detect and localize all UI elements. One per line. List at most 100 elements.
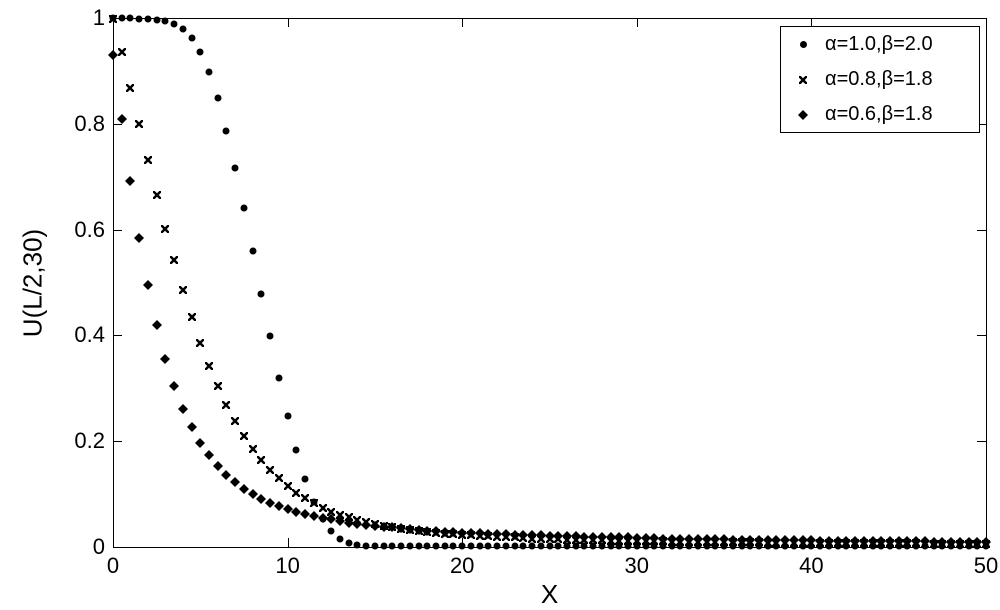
series-2-marker	[946, 537, 956, 547]
legend-marker-diamond-icon	[781, 110, 825, 120]
series-1-marker	[222, 401, 230, 409]
series-2-marker	[230, 477, 240, 487]
series-2-marker	[457, 528, 467, 538]
series-2-marker	[789, 535, 799, 545]
x-axis-label: X	[541, 579, 558, 610]
series-2-marker	[902, 536, 912, 546]
series-2-marker	[824, 536, 834, 546]
x-tick	[811, 538, 812, 547]
series-1-marker	[484, 532, 492, 540]
series-0-marker	[188, 35, 195, 42]
series-1-marker	[799, 539, 807, 547]
series-2-marker	[885, 536, 895, 546]
series-1-marker	[353, 516, 361, 524]
series-1-marker	[650, 537, 658, 545]
series-0-marker	[345, 540, 352, 547]
series-1-marker	[546, 535, 554, 543]
x-tick-label: 40	[799, 553, 823, 579]
series-2-marker	[291, 507, 301, 517]
series-0-marker	[232, 165, 239, 172]
series-0-marker	[197, 48, 204, 55]
series-0-marker	[267, 333, 274, 340]
series-1-marker	[624, 537, 632, 545]
legend-label: α=0.6,β=1.8	[825, 103, 933, 126]
series-2-marker	[964, 537, 974, 547]
series-2-marker	[719, 534, 729, 544]
series-1-marker	[432, 529, 440, 537]
axis-line	[113, 547, 986, 548]
series-2-marker	[929, 537, 939, 547]
series-0-marker	[284, 413, 291, 420]
series-2-marker	[370, 521, 380, 531]
series-1-marker	[580, 536, 588, 544]
series-2-marker	[579, 532, 589, 542]
y-tick	[113, 547, 122, 548]
legend-item: α=1.0,β=2.0	[781, 27, 979, 62]
series-2-marker	[448, 527, 458, 537]
series-1-marker	[790, 539, 798, 547]
series-2-marker	[798, 535, 808, 545]
series-2-marker	[387, 522, 397, 532]
series-0-marker	[206, 68, 213, 75]
series-0-marker	[240, 205, 247, 212]
series-2-marker	[527, 530, 537, 540]
series-2-marker	[300, 509, 310, 519]
series-1-marker	[615, 537, 623, 545]
series-2-marker	[440, 527, 450, 537]
series-2-marker	[562, 531, 572, 541]
series-0-marker	[302, 475, 309, 482]
series-1-marker	[449, 530, 457, 538]
series-1-marker	[179, 286, 187, 294]
series-1-marker	[755, 538, 763, 546]
series-2-marker	[143, 280, 153, 290]
series-1-marker	[694, 538, 702, 546]
series-0-marker	[319, 515, 326, 522]
series-1-marker	[825, 539, 833, 547]
y-tick	[977, 335, 986, 336]
x-tick	[986, 18, 987, 27]
series-2-marker	[466, 528, 476, 538]
series-2-marker	[894, 536, 904, 546]
series-0-marker	[328, 528, 335, 535]
series-1-marker	[572, 536, 580, 544]
x-tick	[462, 538, 463, 547]
series-2-marker	[641, 533, 651, 543]
series-2-marker	[414, 525, 424, 535]
series-1-marker	[816, 539, 824, 547]
x-tick-label: 50	[974, 553, 998, 579]
series-2-marker	[684, 534, 694, 544]
series-1-marker	[196, 339, 204, 347]
y-tick	[113, 18, 122, 19]
legend-label: α=0.8,β=1.8	[825, 68, 933, 91]
series-2-marker	[326, 514, 336, 524]
series-1-marker	[685, 538, 693, 546]
series-2-marker	[937, 537, 947, 547]
y-tick	[977, 230, 986, 231]
axis-line	[986, 18, 987, 548]
series-2-marker	[571, 531, 581, 541]
legend-item: α=0.6,β=1.8	[781, 97, 979, 132]
series-2-marker	[483, 529, 493, 539]
series-1-marker	[126, 84, 134, 92]
series-1-marker	[493, 533, 501, 541]
series-2-marker	[702, 534, 712, 544]
series-1-marker	[153, 191, 161, 199]
series-2-marker	[213, 461, 223, 471]
series-2-marker	[492, 529, 502, 539]
x-tick	[288, 538, 289, 547]
series-1-marker	[519, 534, 527, 542]
y-tick	[113, 124, 122, 125]
y-tick	[977, 547, 986, 548]
series-1-marker	[511, 533, 519, 541]
series-0-marker	[171, 20, 178, 27]
series-1-marker	[676, 538, 684, 546]
series-0-marker	[275, 375, 282, 382]
x-tick	[288, 18, 289, 27]
series-1-marker	[720, 538, 728, 546]
series-1-marker	[319, 504, 327, 512]
y-axis-label: U(L/2,30)	[18, 228, 49, 336]
x-tick	[637, 538, 638, 547]
series-2-marker	[553, 531, 563, 541]
series-2-marker	[754, 535, 764, 545]
series-1-marker	[249, 445, 257, 453]
